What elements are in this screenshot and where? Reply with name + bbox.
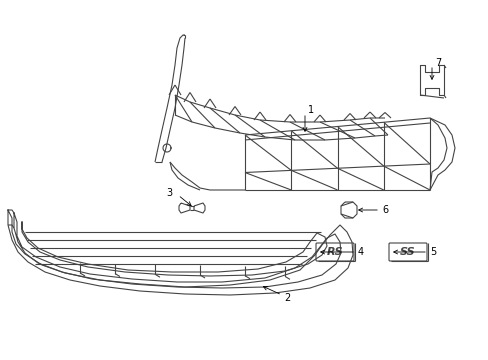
Text: 6: 6	[381, 205, 387, 215]
Text: RS: RS	[326, 247, 343, 257]
Text: 7: 7	[434, 58, 440, 68]
Text: 3: 3	[165, 188, 172, 198]
Text: 5: 5	[429, 247, 435, 257]
Text: 2: 2	[284, 293, 290, 303]
Text: 1: 1	[307, 105, 313, 115]
Text: SS: SS	[399, 247, 415, 257]
Text: 4: 4	[357, 247, 364, 257]
